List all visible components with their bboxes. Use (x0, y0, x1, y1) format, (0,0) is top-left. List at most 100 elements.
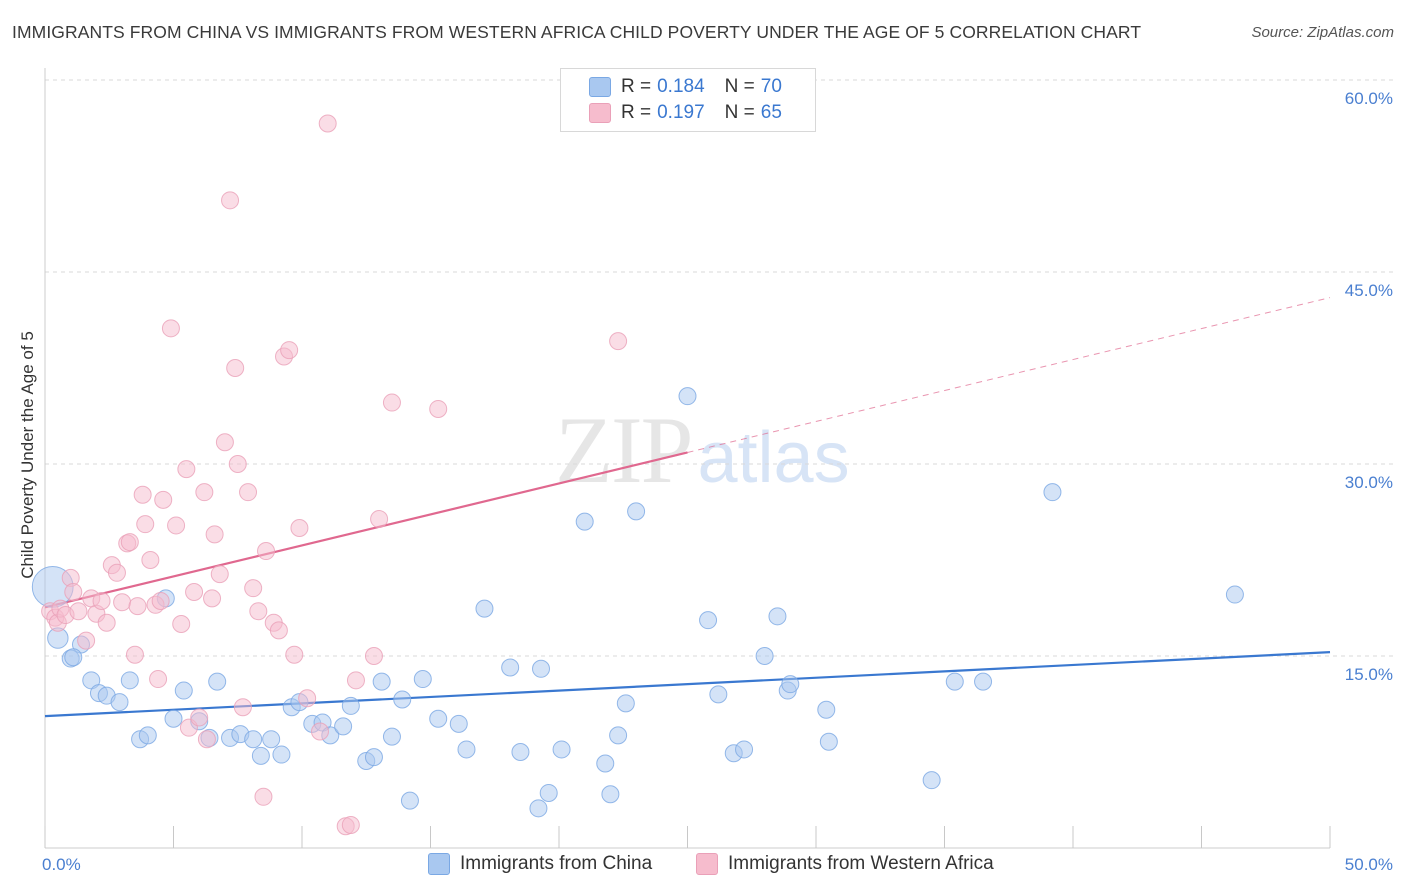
data-point-china (974, 672, 993, 691)
data-point-china (627, 502, 646, 521)
data-point-china (272, 745, 291, 764)
data-point-wafrica (64, 583, 83, 601)
data-point-wafrica (429, 399, 448, 418)
trend-lines (44, 297, 1331, 718)
data-point-wafrica (280, 341, 299, 360)
data-point-wafrica (221, 191, 240, 210)
legend-row-wafrica: R = 0.197 N = 65 (589, 101, 782, 125)
data-point-china (138, 726, 157, 745)
legend-r-value: 0.197 (657, 102, 705, 123)
data-point-china (601, 785, 620, 804)
data-point-wafrica (154, 490, 173, 509)
legend-row-china: R = 0.184 N = 70 (589, 75, 782, 99)
data-point-china (110, 693, 129, 712)
data-point-wafrica (133, 485, 152, 504)
data-point-china (429, 709, 448, 728)
data-point-wafrica (128, 597, 147, 616)
data-point-wafrica (364, 647, 383, 665)
data-point-china (596, 754, 615, 773)
data-point-wafrica (210, 565, 229, 584)
x-tick-label: 0.0% (42, 855, 81, 874)
trend-line-china (44, 651, 1331, 718)
y-tick-label: 45.0% (1345, 281, 1393, 300)
data-point-china (735, 740, 754, 759)
legend-label-china: Immigrants from China (460, 853, 653, 874)
data-point-wafrica (215, 433, 234, 452)
data-point-china (922, 771, 941, 790)
data-point-wafrica (239, 483, 258, 502)
data-point-china (817, 700, 836, 719)
data-point-wafrica (77, 631, 96, 650)
data-point-china (768, 607, 787, 626)
legend-swatch-china (589, 77, 611, 97)
data-point-wafrica (190, 708, 209, 727)
data-point-china (364, 748, 383, 767)
data-point-china (413, 670, 432, 689)
data-point-wafrica (285, 645, 304, 664)
y-tick-label: 15.0% (1345, 665, 1393, 684)
data-point-china (511, 743, 530, 761)
data-point-wafrica (195, 483, 214, 502)
legend-n-value: 65 (760, 102, 782, 123)
bottom-legend-wafrica[interactable]: Immigrants from Western Africa (696, 850, 994, 878)
data-point-china (449, 714, 468, 733)
legend-swatch-wafrica (696, 853, 718, 875)
data-point-china (244, 730, 263, 749)
data-point-wafrica (341, 815, 360, 834)
data-point-china (945, 672, 964, 691)
data-point-wafrica (254, 787, 273, 806)
data-point-wafrica (69, 602, 88, 621)
data-point-china (341, 696, 360, 715)
data-point-wafrica (92, 591, 111, 610)
data-point-wafrica (125, 645, 144, 664)
data-point-china (393, 690, 412, 709)
data-point-china (174, 681, 193, 700)
data-point-wafrica (107, 563, 126, 582)
data-point-china (334, 717, 353, 736)
watermark: ZIPatlas (555, 395, 850, 505)
legend-swatch-wafrica (589, 103, 611, 123)
data-point-wafrica (257, 542, 276, 561)
data-point-wafrica (244, 579, 263, 598)
data-point-wafrica (318, 114, 337, 133)
data-point-china (382, 727, 401, 746)
y-tick-label: 30.0% (1345, 473, 1393, 492)
data-point-china (1043, 483, 1062, 502)
data-point-wafrica (205, 525, 224, 544)
data-point-china (755, 647, 774, 665)
data-point-wafrica (382, 393, 401, 412)
data-point-wafrica (113, 593, 132, 612)
data-point-wafrica (310, 722, 329, 741)
data-point-china (529, 799, 548, 818)
bottom-legend-china[interactable]: Immigrants from China (428, 850, 652, 878)
data-point-wafrica (228, 455, 247, 473)
data-point-wafrica (609, 332, 628, 351)
data-point-china (552, 740, 571, 759)
data-point-wafrica (203, 589, 222, 608)
data-point-china (64, 648, 83, 667)
data-point-wafrica (172, 615, 191, 633)
data-point-wafrica (120, 533, 139, 552)
data-point-wafrica (370, 510, 389, 529)
data-point-china (678, 387, 697, 406)
legend-label-wafrica: Immigrants from Western Africa (728, 853, 994, 874)
data-point-wafrica (151, 591, 170, 610)
chart-source: Source: ZipAtlas.com (1251, 24, 1394, 41)
data-point-china (575, 512, 594, 531)
data-point-wafrica (177, 460, 196, 479)
trend-line-wafrica (44, 451, 688, 609)
data-point-wafrica (167, 516, 186, 535)
data-point-china (539, 783, 558, 802)
data-point-china (208, 672, 227, 691)
watermark-zip: ZIP (555, 397, 693, 503)
trend-line-wafrica-extension (687, 297, 1331, 453)
legend-r-value: 0.184 (657, 76, 705, 97)
data-point-china (532, 659, 551, 678)
data-point-china (120, 671, 139, 690)
data-point-wafrica (197, 730, 216, 749)
data-point-china (501, 658, 520, 677)
legend-n-value: 70 (760, 76, 782, 97)
data-point-china (609, 726, 628, 745)
data-point-wafrica (226, 359, 245, 377)
